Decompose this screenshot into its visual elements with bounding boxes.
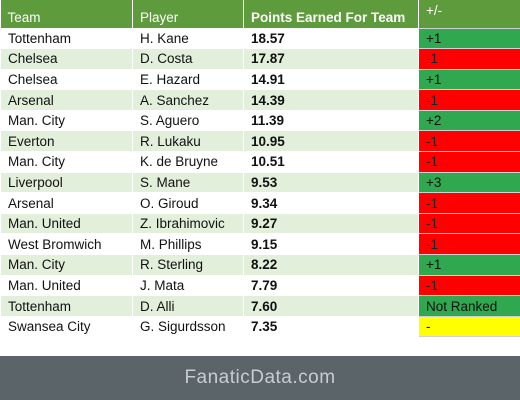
change-cell: +1 [418, 68, 520, 91]
change-cell: -1 [418, 274, 520, 297]
brand-watermark: FanaticData.com [184, 367, 336, 388]
player-cell: J. Mata [132, 274, 244, 297]
table-row: Arsenal O. Giroud 9.34 -1 [0, 192, 520, 214]
player-cell: K. de Bruyne [132, 151, 244, 173]
change-cell: -1 [418, 212, 520, 235]
change-cell: +3 [418, 171, 520, 194]
team-column-header: Team [0, 0, 133, 28]
player-cell: G. Sigurdsson [132, 315, 244, 338]
player-cell: S. Mane [132, 171, 244, 194]
change-cell: - [418, 315, 520, 338]
change-cell: +1 [418, 254, 520, 276]
team-cell: Liverpool [0, 171, 133, 194]
player-cell: D. Costa [132, 48, 244, 70]
points-cell: 14.91 [243, 68, 419, 91]
change-cell: +1 [418, 27, 520, 50]
team-cell: Swansea City [0, 315, 133, 338]
player-column-header: Player [132, 0, 244, 28]
table-row: Man. City R. Sterling 8.22 +1 [0, 254, 520, 276]
change-cell: Not Ranked [418, 295, 520, 317]
points-cell: 7.79 [243, 274, 419, 297]
table-row: Chelsea D. Costa 17.87 -1 [0, 48, 520, 70]
table-row: Liverpool S. Mane 9.53 +3 [0, 171, 520, 194]
team-cell: Arsenal [0, 192, 133, 214]
points-cell: 11.39 [243, 109, 419, 132]
table-row: Everton R. Lukaku 10.95 -1 [0, 130, 520, 153]
points-column-header: Points Earned For Team [243, 0, 419, 28]
points-cell: 14.39 [243, 89, 419, 111]
change-column-header: +/- [418, 0, 520, 28]
team-cell: Chelsea [0, 48, 133, 70]
table-row: Man. United Z. Ibrahimovic 9.27 -1 [0, 212, 520, 235]
team-cell: Man. City [0, 151, 133, 173]
team-cell: Man. City [0, 109, 133, 132]
change-cell: -1 [418, 233, 520, 256]
player-cell: S. Aguero [132, 109, 244, 132]
player-cell: E. Hazard [132, 68, 244, 91]
points-cell: 9.53 [243, 171, 419, 194]
points-cell: 18.57 [243, 27, 419, 50]
player-cell: D. Alli [132, 295, 244, 317]
footer-bar: FanaticData.com [0, 356, 520, 400]
table-row: Man. City S. Aguero 11.39 +2 [0, 109, 520, 132]
team-cell: Arsenal [0, 89, 133, 111]
points-cell: 9.27 [243, 212, 419, 235]
ranking-table: Team Player Points Earned For Team +/- T… [0, 0, 520, 338]
points-cell: 10.95 [243, 130, 419, 153]
change-cell: -1 [418, 151, 520, 173]
player-cell: H. Kane [132, 27, 244, 50]
team-cell: Man. United [0, 212, 133, 235]
player-cell: M. Phillips [132, 233, 244, 256]
points-cell: 9.34 [243, 192, 419, 214]
points-cell: 8.22 [243, 254, 419, 276]
player-cell: O. Giroud [132, 192, 244, 214]
team-cell: Everton [0, 130, 133, 153]
change-cell: -1 [418, 48, 520, 70]
table-row: West Bromwich M. Phillips 9.15 -1 [0, 233, 520, 256]
table-row: Man. United J. Mata 7.79 -1 [0, 274, 520, 297]
team-cell: West Bromwich [0, 233, 133, 256]
table-row: Tottenham D. Alli 7.60 Not Ranked [0, 295, 520, 317]
points-cell: 7.60 [243, 295, 419, 317]
team-cell: Tottenham [0, 27, 133, 50]
points-cell: 9.15 [243, 233, 419, 256]
team-cell: Tottenham [0, 295, 133, 317]
player-cell: Z. Ibrahimovic [132, 212, 244, 235]
table-row: Tottenham H. Kane 18.57 +1 [0, 27, 520, 50]
change-cell: -1 [418, 130, 520, 153]
team-cell: Man. City [0, 254, 133, 276]
change-cell: -1 [418, 192, 520, 214]
table-row: Swansea City G. Sigurdsson 7.35- [0, 315, 520, 338]
table-body: Tottenham H. Kane 18.57 +1 Chelsea D. Costa 17… [0, 27, 520, 338]
change-cell: +2 [418, 109, 520, 132]
table-row: Arsenal A. Sanchez 14.39 -1 [0, 89, 520, 111]
points-cell: 10.51 [243, 151, 419, 173]
player-cell: R. Lukaku [132, 130, 244, 153]
table-row: Chelsea E. Hazard 14.91 +1 [0, 68, 520, 91]
table-header: Team Player Points Earned For Team +/- [0, 0, 520, 28]
team-cell: Man. United [0, 274, 133, 297]
player-cell: R. Sterling [132, 254, 244, 276]
header-row: Team Player Points Earned For Team +/- [0, 0, 520, 28]
points-cell: 17.87 [243, 48, 419, 70]
team-cell: Chelsea [0, 68, 133, 91]
player-cell: A. Sanchez [132, 89, 244, 111]
table-row: Man. City K. de Bruyne 10.51 -1 [0, 151, 520, 173]
change-cell: -1 [418, 89, 520, 111]
points-cell: 7.35 [243, 315, 419, 338]
